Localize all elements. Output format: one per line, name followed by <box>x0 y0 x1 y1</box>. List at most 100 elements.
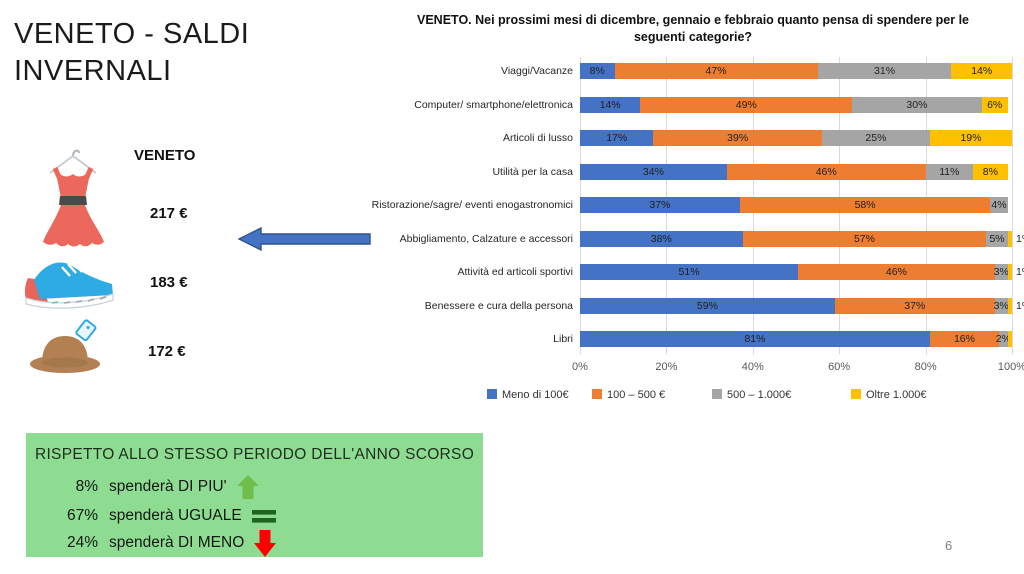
legend-item: 100 – 500 € <box>592 389 665 401</box>
label-less: spenderà DI MENO <box>109 534 245 551</box>
bar-segment: 58% <box>739 197 991 213</box>
chart-row: Attività ed articoli sportivi 51%46%3% 1% <box>0 264 1024 280</box>
bar-segment: 59% <box>580 297 835 314</box>
bar-segment <box>1007 297 1012 314</box>
chart-category-label: Attività ed articoli sportivi <box>457 266 573 278</box>
chart-row: Articoli di lusso 17% 39% 25% 19% <box>0 130 1024 146</box>
price-panel-header: VENETO <box>134 147 196 164</box>
comparison-row-less: 24% spenderà DI MENO <box>54 529 277 557</box>
chart-row: Utilità per la casa 34% 46% 11% 8% <box>0 163 1024 180</box>
comparison-box: RISPETTO ALLO STESSO PERIODO DELL'ANNO S… <box>26 433 483 557</box>
bar-outside-label: 1% <box>1016 232 1024 245</box>
x-tick-label: 100% <box>997 361 1024 373</box>
bar-segment: 39% <box>653 130 822 146</box>
legend-item: 500 – 1.000€ <box>712 389 791 401</box>
bar-segment: 19% <box>929 130 1012 146</box>
equals-icon <box>251 509 276 523</box>
stacked-bar: 59%37%3% 1% <box>580 297 1024 314</box>
chart-category-label: Articoli di lusso <box>502 132 573 144</box>
label-equal: spenderà UGUALE <box>109 507 242 524</box>
bar-segment: 14% <box>580 96 641 113</box>
bar-segment: 3% <box>993 264 1009 280</box>
chart-x-axis: 0% 20% 40% 60% 80% 100% <box>572 361 1024 375</box>
pct-more: 8% <box>75 478 98 495</box>
stacked-bar: 34% 46% 11% 8% <box>580 163 1012 180</box>
left-arrow-icon <box>237 226 371 257</box>
bar-segment: 3% <box>993 297 1009 314</box>
bar-segment <box>1007 230 1012 247</box>
bar-segment: 4% <box>990 197 1008 213</box>
bar-segment: 6% <box>981 96 1008 113</box>
bar-segment: 81% <box>580 331 930 347</box>
up-arrow-icon <box>236 475 259 499</box>
stacked-bar: 8% 47% 31% 14% <box>580 63 1012 79</box>
chart-title: VENETO. Nei prossimi mesi di dicembre, g… <box>417 13 969 44</box>
chart-category-label: Ristorazione/sagre/ eventi enogastronomi… <box>371 199 573 211</box>
legend-swatch <box>487 389 497 399</box>
bar-segment <box>1007 264 1012 280</box>
pct-less: 24% <box>66 534 98 551</box>
x-tick-label: 80% <box>914 361 937 373</box>
bar-segment: 57% <box>742 230 987 247</box>
comparison-title: RISPETTO ALLO STESSO PERIODO DELL'ANNO S… <box>34 446 475 463</box>
stacked-bar: 38%57%5% 1% <box>580 230 1024 247</box>
bar-segment: 37% <box>580 197 740 213</box>
legend-swatch <box>712 389 722 399</box>
chart-row: Benessere e cura della persona 59%37%3% 1% <box>0 297 1024 314</box>
bar-segment: 31% <box>817 63 952 79</box>
chart-category-label: Benessere e cura della persona <box>424 299 573 312</box>
chart-category-label: Utilità per la casa <box>492 165 573 178</box>
legend-swatch <box>851 389 861 399</box>
bar-segment: 49% <box>640 96 853 113</box>
bar-segment: 8% <box>973 163 1008 180</box>
pct-equal: 67% <box>66 507 98 524</box>
chart-category-label: Computer/ smartphone/elettronica <box>414 98 573 111</box>
stacked-bar: 51%46%3% 1% <box>580 264 1024 280</box>
chart-row: Abbigliamento, Calzature e accessori 38% 5… <box>0 230 1024 247</box>
bar-segment: 38% <box>580 230 743 247</box>
legend-swatch <box>592 389 602 399</box>
bar-segment: 8% <box>580 63 615 79</box>
price-sneaker: 183 € <box>150 274 188 291</box>
bar-segment: 11% <box>925 163 974 180</box>
chart-category-label: Abbigliamento, Calzature e accessori <box>399 232 573 245</box>
x-tick-label: 40% <box>741 361 764 373</box>
sneaker-icon <box>22 254 116 317</box>
bar-segment: 16% <box>929 331 1000 347</box>
bar-segment: 46% <box>726 163 926 180</box>
x-tick-label: 20% <box>655 361 678 373</box>
chart-rows: Viaggi/Vacanze 8% 47% 31% 14% Computer/ smart… <box>0 56 1024 356</box>
comparison-row-more: 8% spenderà DI PIU' <box>54 475 259 499</box>
chart-row: Ristorazione/sagre/ eventi enogastronomi… <box>0 197 1024 213</box>
bar-segment: 34% <box>580 163 727 180</box>
bar-segment <box>1007 331 1012 347</box>
chart-row: Libri 81% 16% 2% <box>0 331 1024 347</box>
legend-item: Oltre 1.000€ <box>851 389 927 401</box>
bar-segment: 2% <box>995 331 1011 347</box>
price-dress: 217 € <box>150 205 188 222</box>
bar-segment: 14% <box>951 63 1012 79</box>
chart-category-label: Libri <box>553 333 573 345</box>
bar-segment: 37% <box>834 297 995 314</box>
stacked-bar: 37% 58% 4% <box>580 197 1012 213</box>
bar-segment: 30% <box>852 96 982 113</box>
price-hat: 172 € <box>148 343 186 360</box>
bar-segment: 25% <box>821 130 930 146</box>
chart-legend: Meno di 100€ 100 – 500 € 500 – 1.000€ Oltre… <box>0 389 1024 405</box>
hat-icon <box>28 318 104 381</box>
bar-segment: 17% <box>580 130 654 146</box>
label-more: spenderà DI PIU' <box>109 478 227 495</box>
stacked-bar: 17% 39% 25% 19% <box>580 130 1012 146</box>
chart-category-label: Viaggi/Vacanze <box>501 65 573 77</box>
down-arrow-icon <box>254 529 277 557</box>
bar-outside-label: 1% <box>1016 299 1024 312</box>
bar-segment: 5% <box>986 230 1008 247</box>
x-tick-label: 60% <box>828 361 851 373</box>
page-number: 6 <box>945 538 953 553</box>
x-tick-label: 0% <box>572 361 588 373</box>
legend-item: Meno di 100€ <box>487 389 569 401</box>
comparison-row-equal: 67% spenderà UGUALE <box>54 504 276 528</box>
bar-segment: 51% <box>580 264 799 280</box>
bar-segment: 46% <box>798 264 995 280</box>
